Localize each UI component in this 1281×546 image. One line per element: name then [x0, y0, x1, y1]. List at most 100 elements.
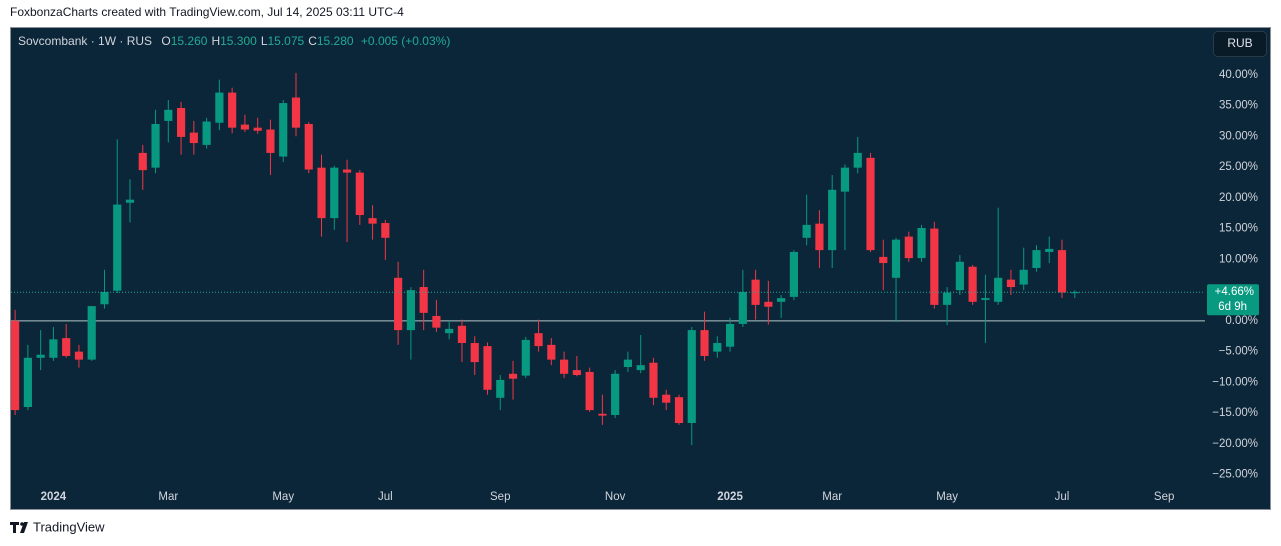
- candle-body: [483, 346, 492, 390]
- candle-body: [189, 132, 198, 144]
- y-tick-label: 30.00%: [1219, 130, 1258, 142]
- y-tick-label: −10.00%: [1212, 376, 1258, 388]
- candle-body: [1032, 250, 1041, 268]
- candle-body: [138, 152, 147, 171]
- candle-body: [534, 333, 543, 347]
- candle-body: [49, 339, 58, 358]
- candle-body: [560, 359, 569, 374]
- ohlc-value: 15.280: [317, 34, 354, 48]
- candle-body: [649, 362, 658, 398]
- y-tick-label: −15.00%: [1212, 407, 1258, 419]
- candle-body: [11, 320, 20, 411]
- candle-body: [368, 218, 377, 224]
- candle-body: [521, 339, 530, 376]
- candle-body: [891, 239, 901, 278]
- candle-body: [1019, 269, 1028, 285]
- currency-button[interactable]: [1213, 31, 1267, 57]
- y-tick-label: 40.00%: [1219, 69, 1258, 81]
- candle-body: [470, 343, 479, 363]
- candle-body: [1045, 248, 1054, 252]
- candle-body: [725, 323, 735, 347]
- candle-body: [904, 236, 913, 259]
- candle-body: [687, 330, 696, 424]
- candle-body: [777, 298, 786, 302]
- last-price-label: +4.66%: [1215, 286, 1254, 298]
- candle-body: [87, 306, 96, 360]
- y-tick-label: 35.00%: [1219, 100, 1258, 112]
- candle-body: [406, 290, 415, 331]
- y-tick-label: −5.00%: [1219, 346, 1258, 358]
- candle-body: [215, 92, 224, 123]
- candle-body: [457, 325, 467, 344]
- ohlc-value: 15.260: [171, 34, 208, 48]
- ohlc-key: C: [308, 34, 317, 48]
- candle-body: [151, 123, 160, 168]
- y-tick-label: 10.00%: [1219, 253, 1258, 265]
- candle-body: [636, 365, 645, 371]
- candle-body: [330, 167, 339, 219]
- candle-body: [611, 373, 620, 416]
- candle-body: [764, 301, 773, 307]
- candle-body: [674, 397, 684, 424]
- candle-body: [381, 223, 390, 238]
- x-tick-label: Sep: [1154, 491, 1174, 503]
- candle-body: [355, 172, 364, 216]
- candle-body: [598, 413, 607, 416]
- candle-body: [572, 370, 581, 376]
- footer-brand: TradingView: [33, 519, 105, 534]
- candle-body: [789, 251, 798, 297]
- candle-body: [802, 224, 811, 238]
- candle-body: [547, 344, 556, 360]
- candle-body: [623, 359, 633, 368]
- x-tick-label: Jul: [1055, 491, 1070, 503]
- countdown-label: 6d 9h: [1218, 301, 1247, 313]
- ohlc-legend: O15.260 H15.300 L15.075 C15.280: [161, 34, 354, 48]
- attribution: FoxbonzaCharts created with TradingView.…: [10, 5, 404, 19]
- candle-body: [943, 292, 952, 305]
- candle-body: [662, 394, 671, 403]
- candle-body: [125, 199, 135, 203]
- candle-body: [279, 103, 288, 157]
- candle-body: [164, 109, 173, 121]
- candle-body: [317, 167, 326, 219]
- x-tick-label: May: [936, 491, 958, 503]
- candle-body: [113, 204, 122, 291]
- candle-body: [23, 357, 32, 408]
- candle-body: [291, 97, 301, 128]
- candle-body: [981, 298, 990, 300]
- x-tick-label: May: [272, 491, 294, 503]
- candle-body: [508, 373, 518, 379]
- candle-body: [496, 379, 505, 398]
- y-tick-label: 15.00%: [1219, 223, 1258, 235]
- x-tick-label: Sep: [490, 491, 510, 503]
- y-tick-label: −25.00%: [1212, 469, 1258, 481]
- legend: Sovcombank · 1W · RUS O15.260 H15.300 L15.…: [18, 34, 450, 48]
- candle-body: [840, 167, 850, 192]
- y-tick-label: 20.00%: [1219, 192, 1258, 204]
- x-tick-label: 2024: [41, 491, 67, 503]
- y-tick-label: 0.00%: [1225, 315, 1258, 327]
- candle-body: [36, 354, 45, 358]
- candle-body: [1057, 250, 1067, 293]
- candle-body: [700, 330, 709, 356]
- candle-body: [432, 315, 441, 328]
- candle-body: [253, 127, 262, 131]
- candle-body: [738, 291, 747, 324]
- candle-body: [879, 256, 888, 264]
- candle-body: [342, 169, 352, 173]
- x-tick-label: Mar: [158, 491, 178, 503]
- candle-body: [228, 92, 237, 128]
- change: +0.005 (+0.03%): [361, 34, 450, 48]
- y-tick-label: −20.00%: [1212, 438, 1258, 450]
- ohlc-key: H: [211, 34, 220, 48]
- candle-body: [930, 228, 939, 305]
- candle-body: [713, 343, 722, 352]
- candle-body: [853, 152, 862, 168]
- currency-label[interactable]: RUB: [1227, 36, 1252, 50]
- candle-body: [1070, 292, 1079, 294]
- ohlc-value: 15.300: [220, 34, 257, 48]
- y-tick-label: 25.00%: [1219, 161, 1258, 173]
- candle-body: [240, 124, 249, 130]
- chart-panel: [10, 27, 1271, 510]
